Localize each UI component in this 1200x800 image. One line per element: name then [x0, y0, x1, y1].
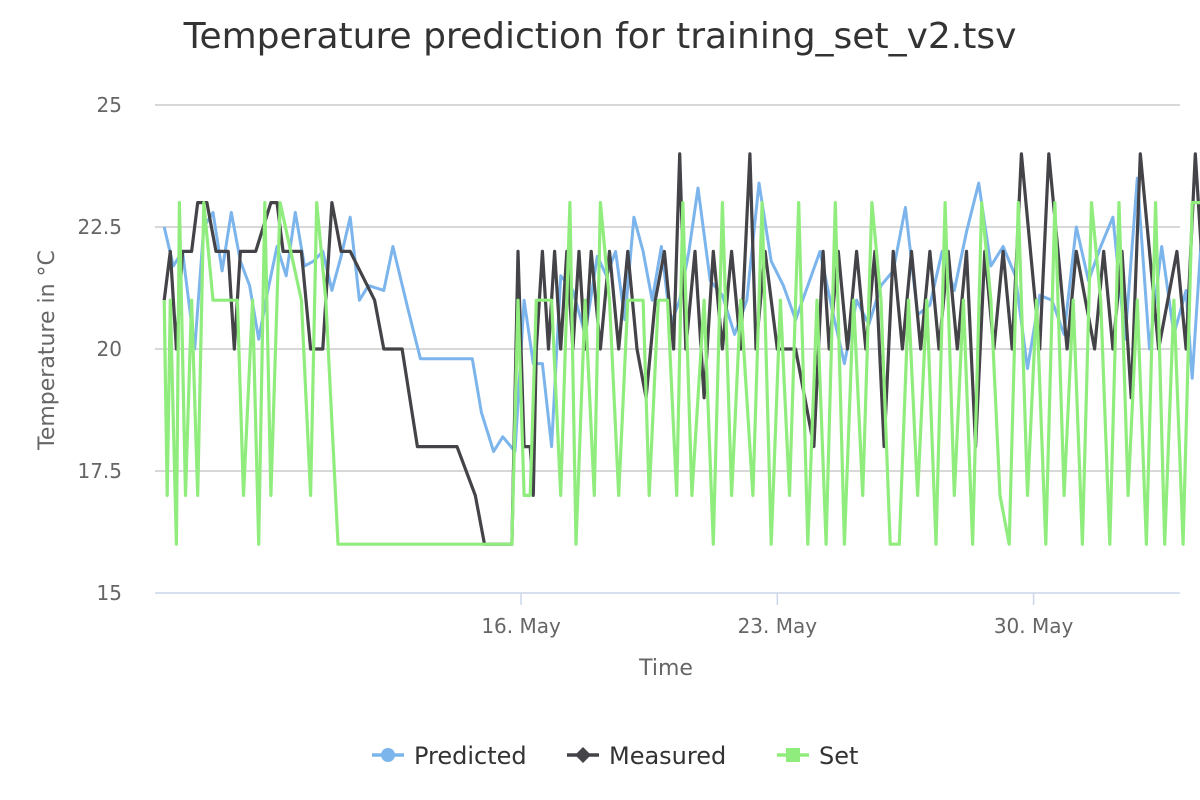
square-marker-icon — [786, 748, 800, 762]
y-tick-label: 25 — [97, 93, 122, 117]
legend: Predicted Measured Set — [372, 742, 858, 770]
x-axis-title: Time — [638, 656, 693, 681]
y-tick-label: 15 — [97, 581, 122, 605]
y-axis-ticks: 15 17.5 20 22.5 25 — [77, 93, 122, 605]
y-tick-label: 17.5 — [77, 459, 122, 483]
series-line-measured — [162, 152, 1200, 546]
legend-label: Measured — [609, 742, 726, 770]
x-tick-label: 16. May — [481, 614, 561, 638]
legend-item-measured[interactable]: Measured — [567, 742, 726, 770]
x-axis-ticks: 16. May 23. May 30. May — [481, 593, 1073, 638]
chart-title: Temperature prediction for training_set_… — [183, 16, 1017, 57]
x-tick-label: 30. May — [994, 614, 1074, 638]
y-tick-label: 22.5 — [77, 215, 122, 239]
x-tick-label: 23. May — [738, 614, 818, 638]
diamond-marker-icon — [575, 747, 591, 763]
legend-item-predicted[interactable]: Predicted — [372, 742, 527, 770]
y-tick-label: 20 — [97, 337, 122, 361]
circle-marker-icon — [381, 748, 395, 762]
legend-item-set[interactable]: Set — [777, 742, 858, 770]
y-axis-title: Temperature in °C — [35, 250, 60, 451]
series-line-set — [162, 201, 1200, 546]
legend-label: Set — [819, 742, 858, 770]
series-lines — [162, 152, 1200, 546]
grid-lines — [155, 104, 1180, 472]
legend-label: Predicted — [414, 742, 527, 770]
